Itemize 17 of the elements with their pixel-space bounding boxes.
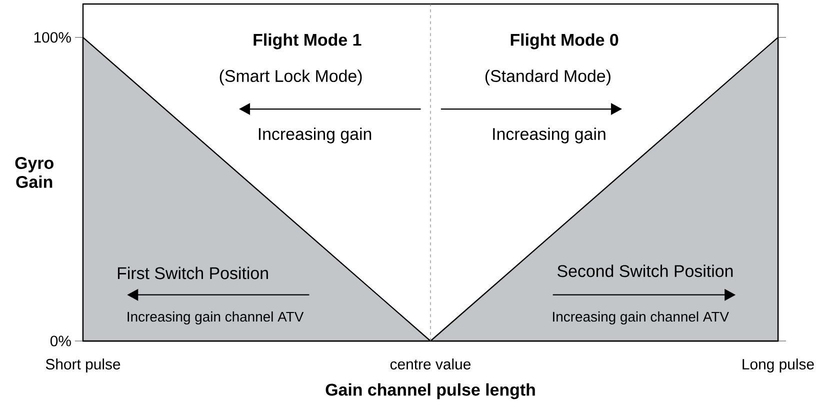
annotation: (Standard Mode) <box>485 70 610 86</box>
y-tick-label: 100% <box>34 32 71 43</box>
annotation: Increasing gain <box>493 128 606 144</box>
y-tick-label: 0% <box>50 336 71 346</box>
x-tick-label: Short pulse <box>46 358 120 372</box>
annotation: Second Switch Position <box>558 264 733 278</box>
annotation: Increasing gain channel ATV <box>128 311 304 324</box>
annotation: Increasing gain channel ATV <box>553 311 729 324</box>
annotation: (Smart Lock Mode) <box>220 70 362 86</box>
y-axis-title: Gyro Gain <box>15 157 54 188</box>
annotation: First Switch Position <box>118 266 268 280</box>
annotation: Flight Mode 1 <box>254 33 362 50</box>
x-axis-title: Gain channel pulse length <box>326 383 535 400</box>
annotation: Flight Mode 0 <box>510 33 618 50</box>
annotation: Increasing gain <box>258 128 372 144</box>
x-tick-label: centre value <box>390 358 471 370</box>
x-tick-label: Long pulse <box>742 358 814 372</box>
